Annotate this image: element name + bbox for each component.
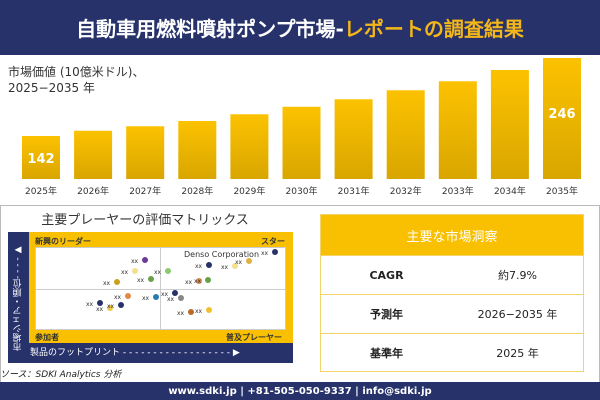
matrix-vline [160,247,161,330]
data-label: 142 [27,152,54,167]
point-label: xx [96,306,104,313]
matrix-point [232,263,238,269]
x-tick-label: 2028年 [181,185,213,197]
point-label: xx [194,278,202,285]
point-label: xx [177,310,185,317]
point-label: xx [137,277,145,284]
point-label: xx [195,263,203,270]
matrix-point [246,258,252,264]
x-tick-label: 2029年 [233,185,265,197]
point-label: xx [167,296,175,303]
point-label: xx [86,301,94,308]
matrix-point [142,257,148,263]
insights-title: 主要な市場洞察 [321,215,583,255]
x-axis-label: 製品のフットプリント - - - - - - - - - - - - - - -… [30,348,240,358]
point-label: xx [235,259,243,266]
bar [334,99,373,179]
point-label: xx [221,264,229,271]
title-main: 自動車用燃料噴射ポンプ市場- [76,17,344,41]
matrix-point [172,290,178,296]
chart-title: 市場価値 (10億米ドル)、 2025−2035 年 [8,64,144,96]
bar [74,130,113,179]
matrix-point [132,268,138,274]
point-label: xx [185,279,193,286]
insight-key: 予測年 [370,308,403,321]
chart-subtitle: 2025−2035 年 [8,81,95,95]
quadrant-participants: 参加者 [35,333,59,342]
insight-value: 2026−2035 年 [477,308,558,321]
data-label: 246 [548,107,575,122]
point-label: xx [114,294,122,301]
x-tick-label: 2027年 [129,185,161,197]
x-tick-label: 2030年 [286,185,318,197]
insight-row: 予測年 2026−2035 年 [321,294,583,333]
bar [22,136,60,179]
divider-left [0,205,1,382]
matrix-point [118,302,124,308]
highlight-company: Denso Corporation [184,250,260,259]
matrix-point [205,277,211,283]
quadrant-emerging-leaders: 新興のリーダー [35,237,91,246]
matrix-hline [35,289,286,290]
point-label: xx [142,295,150,302]
matrix-point [107,305,113,311]
x-tick-label: 2026年 [77,185,109,197]
matrix-point [188,309,194,315]
page-title: 自動車用燃料噴射ポンプ市場- レポートの調査結果 [0,0,600,55]
bar [282,106,321,179]
insight-key: 基準年 [370,347,403,360]
insight-key: CAGR [369,268,404,282]
matrix-point [206,307,212,313]
matrix-point [125,293,131,299]
matrix-point [178,295,184,301]
insight-row: CAGR 約7.9% [321,255,583,294]
x-tick-label: 2032年 [390,185,422,197]
x-tick-label: 2033年 [442,185,474,197]
matrix-point [165,268,171,274]
bar [178,121,217,179]
insight-value: 2025 年 [496,347,539,360]
insights-panel: 主要な市場洞察 CAGR 約7.9% 予測年 2026−2035 年 基準年 2025… [320,214,584,372]
point-label: xx [154,269,162,276]
x-tick-label: 2034年 [494,185,526,197]
bar [386,90,425,179]
quadrant-pervasive-players: 普及プレーヤー [226,333,282,342]
point-label: xx [195,308,203,315]
matrix-point [97,300,103,306]
chart-title-line1: 市場価値 (10億米ドル)、 [8,65,145,79]
x-axis-text: 製品のフットプリント [30,348,121,358]
insight-row: 基準年 2025 年 [321,333,583,372]
matrix-title: 主要プレーヤーの評価マトリックス [41,213,249,228]
point-label: xx [261,250,269,257]
bar [230,114,269,179]
matrix-point [196,278,202,284]
footer-contact: www.sdki.jp | +81-505-050-9337 | info@sd… [0,382,600,400]
matrix-point [153,294,159,300]
divider [0,205,600,206]
bar-chart: 2025年 142 2026年 2027年 2028年 2029年 2030年 2031年 20… [22,58,581,197]
insight-value: 約7.9% [498,269,537,282]
x-tick-label: 2035年 [546,185,578,197]
point-label: xx [161,291,169,298]
matrix-point [148,276,154,282]
bar [490,70,529,179]
title-accent: レポートの調査結果 [343,17,524,41]
bar [438,81,477,179]
bar [126,126,165,179]
point-label: xx [131,258,139,265]
matrix-point [114,279,120,285]
x-tick-label: 2031年 [338,185,370,197]
quadrant-stars: スター [261,237,285,246]
point-label: xx [103,280,111,287]
matrix-point [206,262,212,268]
x-tick-label: 2025年 [25,185,57,197]
point-label: xx [107,303,115,310]
source-note: ソース：SDKI Analytics 分析 [0,370,122,380]
point-label: xx [121,269,129,276]
matrix-point [272,249,278,255]
bar [543,58,581,179]
